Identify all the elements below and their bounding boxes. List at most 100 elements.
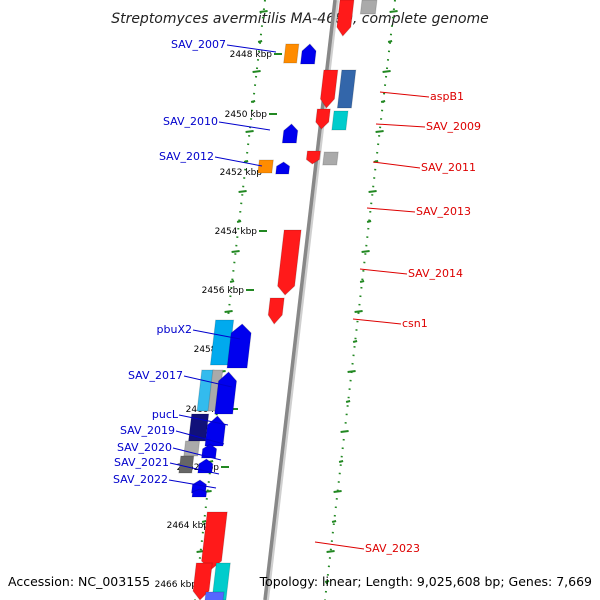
reverse-tick-mark [340, 430, 349, 433]
forward-tick-mark [250, 100, 256, 103]
forward-gene-label: pbuX2 [157, 323, 192, 336]
reverse-gene-leader [352, 318, 402, 325]
forward-tick-mark [236, 220, 242, 223]
forward-tick-mark [245, 130, 254, 133]
reverse-gene-leader [372, 161, 421, 169]
scale-label: 2448 kbp [230, 50, 273, 60]
scale-label: 2464 kbp [167, 521, 210, 531]
genome-summary-text: Topology: linear; Length: 9,025,608 bp; … [259, 574, 592, 589]
gene-feature [191, 488, 208, 498]
reverse-tick-mark [338, 460, 344, 463]
forward-gene-leader [169, 462, 220, 475]
gene-feature [281, 123, 299, 144]
forward-tick-mark [259, 10, 268, 13]
gene-feature [319, 69, 339, 109]
gene-labels-layer: SAV_2007 SAV_2010 SAV_2012 pbuX2 SAV_2017puc… [113, 38, 481, 555]
gene-feature [359, 0, 378, 15]
scale-label: 2462 kbp [177, 463, 220, 473]
reverse-gene-leader [379, 91, 430, 98]
forward-gene-leader [214, 156, 263, 167]
reverse-tick-mark [324, 580, 330, 583]
forward-gene-leader [175, 430, 225, 445]
gene-feature [299, 43, 317, 65]
gene-feature [226, 323, 252, 369]
forward-tick-mark [229, 280, 235, 283]
forward-gene-label: SAV_2010 [163, 115, 218, 128]
reverse-gene-label: csn1 [402, 317, 428, 330]
reverse-tick-mark [382, 70, 391, 73]
forward-gene-label: SAV_2022 [113, 473, 168, 486]
reverse-tick-mark [366, 220, 372, 223]
reverse-gene-leader [359, 268, 408, 275]
forward-gene-leader [226, 44, 277, 53]
gene-features-layer [178, 0, 378, 600]
forward-gene-leader [172, 447, 222, 461]
forward-tick-mark [252, 70, 261, 73]
forward-tick-mark [224, 310, 233, 313]
reverse-tick-mark [375, 130, 384, 133]
reverse-gene-label: SAV_2014 [408, 267, 463, 280]
gene-feature [277, 229, 302, 296]
gene-feature [331, 110, 349, 131]
reverse-gene-label: SAV_2009 [426, 120, 481, 133]
forward-track-boundary [193, 0, 266, 600]
forward-gene-leader [192, 329, 241, 340]
gene-feature [192, 562, 213, 600]
map-title: Streptomyces avermitilis MA-4680, comple… [111, 11, 489, 27]
forward-tick-mark [231, 250, 240, 253]
forward-gene-label: SAV_2020 [117, 441, 172, 454]
gene-feature [214, 371, 238, 415]
gene-feature [315, 108, 331, 130]
gene-feature [204, 591, 225, 600]
reverse-gene-label: aspB1 [430, 90, 464, 103]
reverse-tick-mark [368, 190, 377, 193]
forward-gene-label: SAV_2019 [120, 424, 175, 437]
gene-feature [211, 562, 231, 600]
gene-feature [197, 458, 214, 474]
gene-feature [305, 150, 321, 165]
gene-feature [267, 297, 285, 325]
forward-gene-label: SAV_2012 [159, 150, 214, 163]
reverse-tick-mark [359, 280, 365, 283]
gene-feature [257, 159, 274, 174]
scale-label: 2450 kbp [225, 110, 268, 120]
gene-feature [275, 161, 291, 175]
forward-gene-label: SAV_2017 [128, 369, 183, 382]
reverse-gene-label: SAV_2013 [416, 205, 471, 218]
gene-feature [336, 69, 357, 109]
forward-gene-label: SAV_2021 [114, 456, 169, 469]
accession-text: Accession: NC_003155 [8, 574, 150, 589]
forward-gene-label: SAV_2007 [171, 38, 226, 51]
scale-label: 2452 kbp [220, 168, 263, 178]
reverse-gene-label: SAV_2023 [365, 542, 420, 555]
reverse-tick-mark [333, 490, 342, 493]
forward-gene-leader [218, 121, 271, 131]
reverse-gene-label: SAV_2011 [421, 161, 476, 174]
gene-feature [322, 151, 339, 166]
forward-gene-leader [183, 375, 233, 388]
tick-marks-layer [194, 10, 398, 583]
reverse-tick-mark [387, 40, 393, 43]
reverse-tick-mark [380, 100, 386, 103]
reverse-tick-mark [347, 370, 356, 373]
reverse-gene-leader [314, 541, 365, 550]
scale-label: 2454 kbp [215, 227, 258, 237]
forward-tick-mark [243, 160, 249, 163]
forward-tick-mark [201, 520, 207, 523]
track-dots-layer [193, 0, 396, 600]
forward-tick-mark [257, 40, 263, 43]
forward-gene-leader [178, 414, 229, 426]
forward-tick-mark [238, 190, 247, 193]
gene-feature [283, 43, 300, 64]
reverse-tick-mark [354, 310, 363, 313]
reverse-tick-mark [352, 340, 358, 343]
gene-feature [336, 0, 355, 37]
reverse-tick-mark [389, 10, 398, 13]
forward-gene-leader [168, 479, 217, 489]
gene-feature [178, 455, 195, 474]
reverse-gene-leader [375, 123, 426, 128]
reverse-tick-mark [326, 550, 335, 553]
scale-label: 2466 kbp [155, 580, 198, 590]
